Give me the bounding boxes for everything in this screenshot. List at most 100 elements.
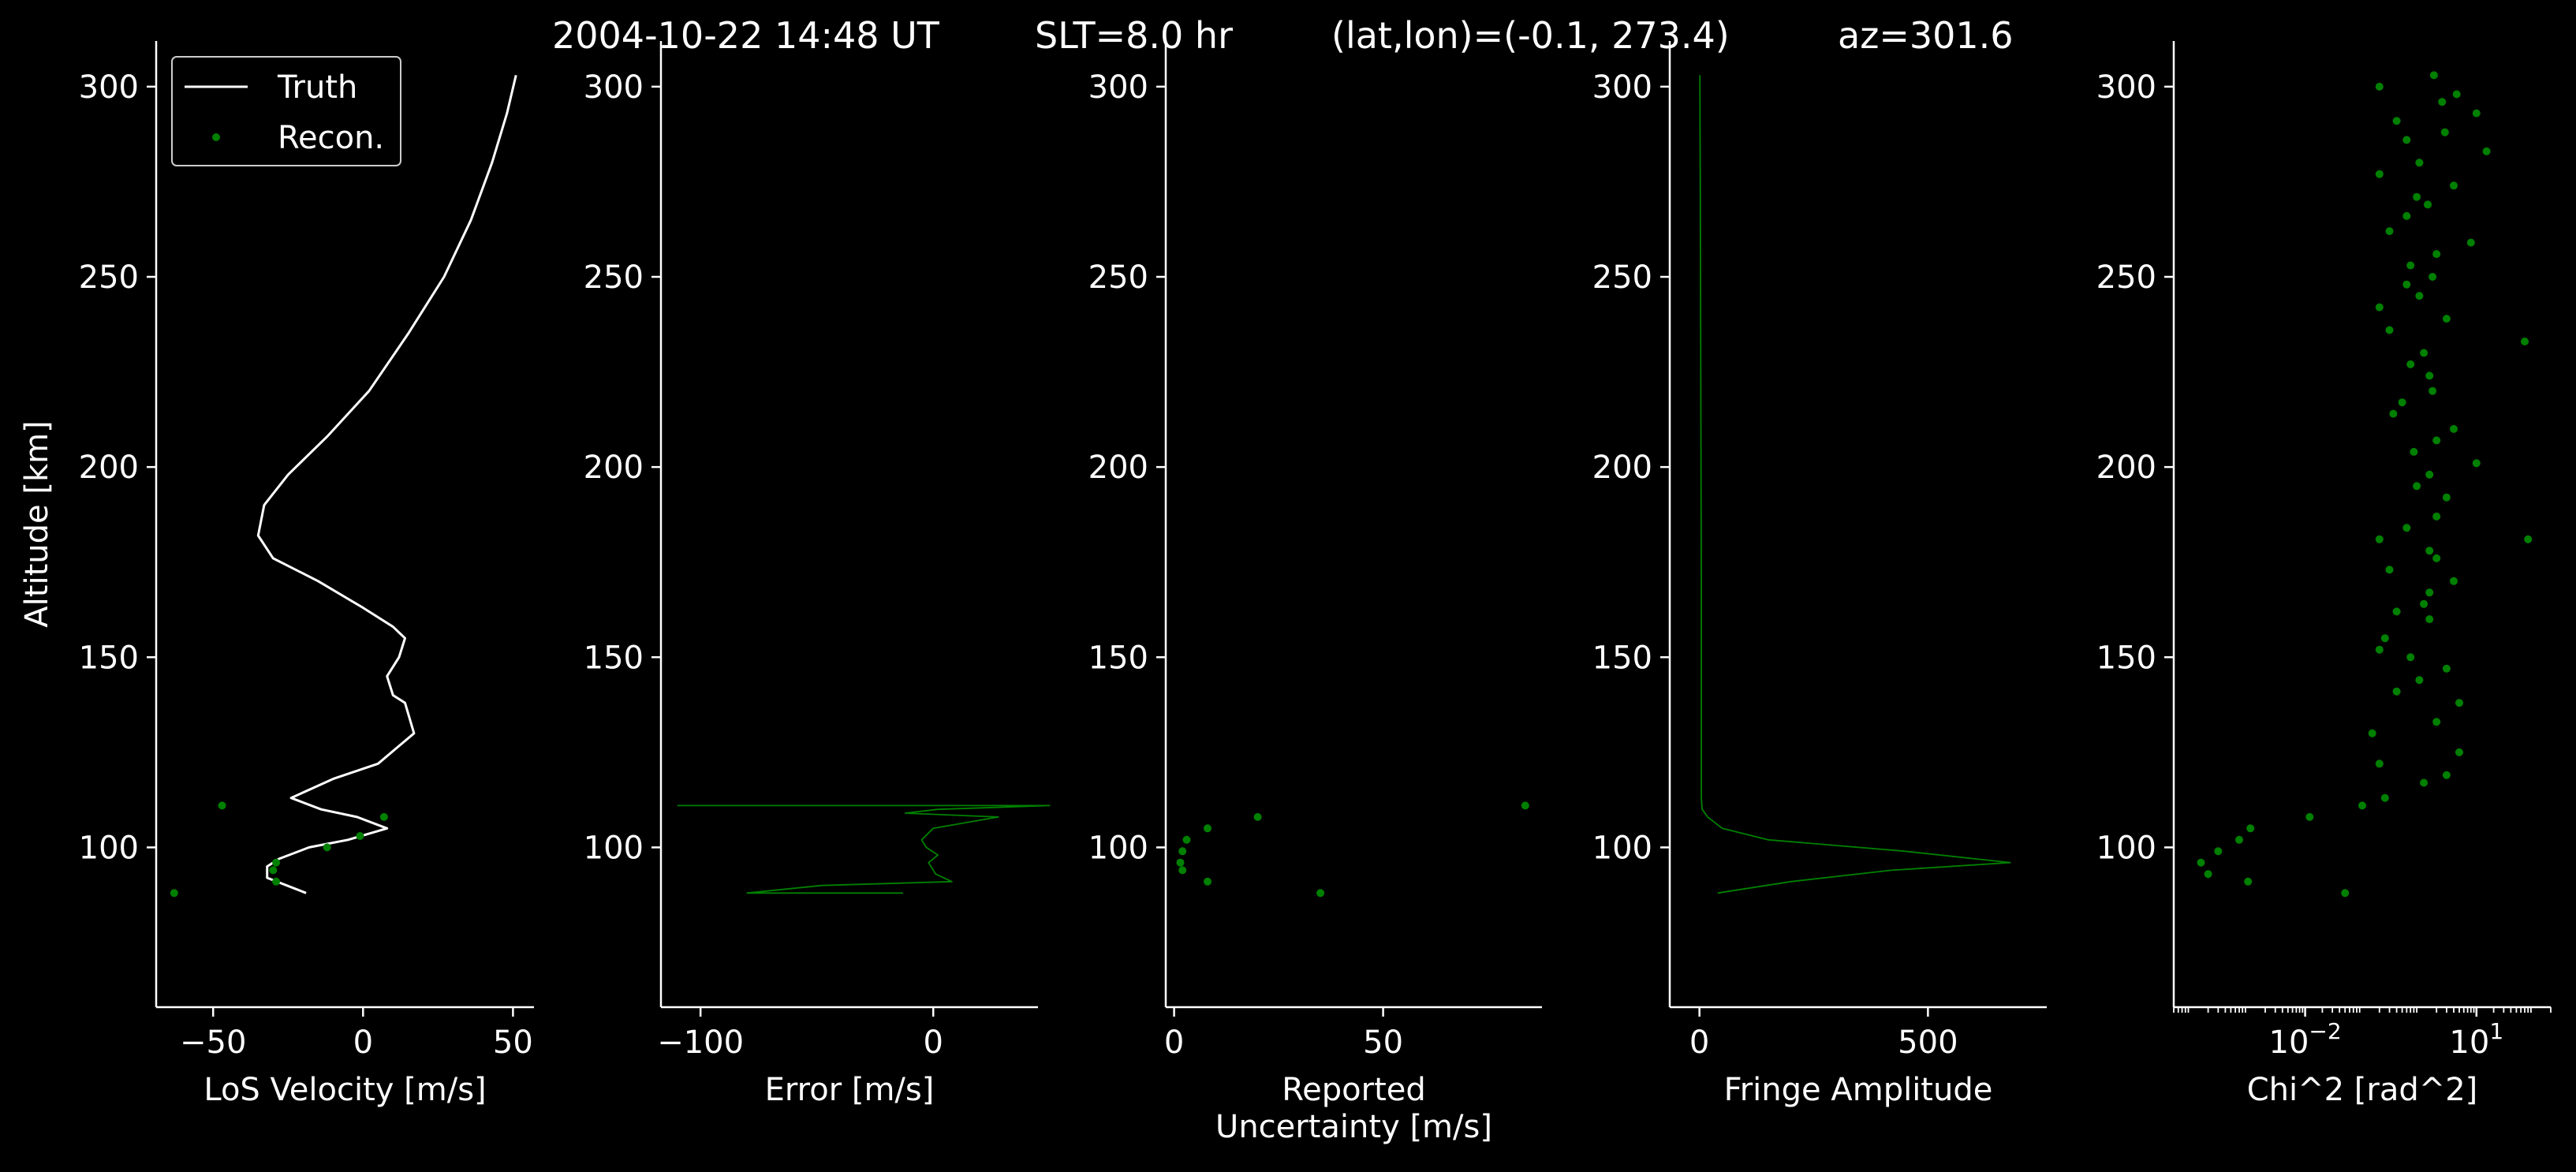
data-point bbox=[272, 858, 281, 867]
data-point bbox=[2472, 109, 2481, 118]
data-point bbox=[2429, 386, 2437, 395]
y-tick-label: 100 bbox=[1592, 830, 1652, 866]
data-point bbox=[2438, 98, 2447, 106]
y-tick-label: 200 bbox=[1592, 450, 1652, 486]
x-axis-label: LoS Velocity [m/s] bbox=[203, 1072, 486, 1108]
y-tick-label: 150 bbox=[1592, 640, 1652, 676]
data-point bbox=[2420, 599, 2429, 608]
data-point bbox=[1204, 877, 1211, 886]
legend-swatch-marker bbox=[212, 133, 220, 141]
data-point bbox=[2389, 409, 2398, 418]
y-tick-label: 150 bbox=[1088, 640, 1148, 676]
data-point bbox=[2425, 371, 2434, 380]
data-point bbox=[1521, 801, 1529, 810]
data-point bbox=[2425, 547, 2434, 555]
data-point bbox=[2455, 748, 2463, 756]
data-point bbox=[2246, 824, 2255, 833]
data-point bbox=[2410, 447, 2418, 456]
y-tick-label: 200 bbox=[2096, 450, 2156, 486]
data-point bbox=[2455, 699, 2463, 707]
y-tick-label: 100 bbox=[1088, 830, 1148, 866]
y-tick-label: 250 bbox=[2096, 259, 2156, 296]
data-point bbox=[2385, 326, 2394, 334]
legend: Truth Recon. bbox=[171, 56, 401, 166]
y-tick-label: 300 bbox=[584, 69, 644, 106]
x-tick-label: −50 bbox=[180, 1025, 246, 1061]
legend-entry-label: Recon. bbox=[278, 120, 384, 156]
y-tick-label: 250 bbox=[1592, 259, 1652, 296]
data-point bbox=[2402, 280, 2411, 289]
data-point bbox=[2375, 170, 2384, 178]
data-point bbox=[170, 889, 178, 898]
title-datetime: 2004-10-22 14:48 UT bbox=[552, 14, 940, 57]
data-point bbox=[2432, 718, 2441, 726]
data-point bbox=[2450, 181, 2458, 190]
y-tick-label: 200 bbox=[79, 450, 139, 486]
data-point bbox=[2482, 147, 2491, 155]
y-tick-label: 100 bbox=[2096, 830, 2156, 866]
data-point bbox=[2244, 877, 2253, 886]
data-point bbox=[1176, 858, 1185, 867]
data-point bbox=[272, 877, 281, 886]
data-point bbox=[2375, 645, 2384, 654]
x-tick-label-exponent: −2 bbox=[2309, 1018, 2341, 1044]
x-tick-label: 0 bbox=[1689, 1025, 1709, 1061]
data-point bbox=[2415, 292, 2424, 300]
data-point bbox=[2440, 128, 2449, 136]
data-point bbox=[2204, 870, 2212, 879]
data-point bbox=[2420, 349, 2429, 357]
y-tick-label: 300 bbox=[2096, 69, 2156, 106]
x-tick-label: 50 bbox=[493, 1025, 533, 1061]
x-tick-label-exponent: 1 bbox=[2489, 1018, 2503, 1044]
y-tick-label: 100 bbox=[584, 830, 644, 866]
data-point bbox=[2197, 858, 2205, 867]
legend-box bbox=[171, 56, 401, 166]
data-point bbox=[1182, 835, 1191, 844]
data-point bbox=[2375, 303, 2384, 312]
data-point bbox=[2380, 793, 2389, 802]
data-point bbox=[2406, 653, 2415, 662]
x-tick-label: 0 bbox=[1164, 1025, 1184, 1061]
data-point bbox=[2450, 424, 2458, 433]
x-axis-label: Chi^2 [rad^2] bbox=[2247, 1072, 2478, 1108]
legend-entry-label: Truth bbox=[277, 69, 357, 106]
data-point bbox=[2375, 535, 2384, 543]
x-tick-label: 101 bbox=[2449, 1018, 2503, 1061]
data-point bbox=[2442, 493, 2451, 502]
y-tick-label: 300 bbox=[1592, 69, 1652, 106]
data-point bbox=[2466, 238, 2475, 247]
y-tick-label: 250 bbox=[1088, 259, 1148, 296]
data-point bbox=[2452, 90, 2461, 99]
data-point bbox=[2402, 524, 2411, 532]
x-axis-label: Fringe Amplitude bbox=[1724, 1072, 1993, 1108]
data-point bbox=[1316, 889, 1325, 898]
y-tick-label: 200 bbox=[584, 450, 644, 486]
data-point bbox=[2432, 250, 2441, 259]
title-latlon: (lat,lon)=(-0.1, 273.4) bbox=[1331, 14, 1730, 57]
series-line bbox=[677, 804, 1051, 894]
x-tick-label: 10−2 bbox=[2269, 1018, 2342, 1061]
data-point bbox=[2442, 771, 2451, 779]
x-axis-label: Error [m/s] bbox=[765, 1072, 935, 1108]
data-point bbox=[2358, 801, 2366, 810]
x-axis-label-line1: Reported bbox=[1282, 1072, 1426, 1108]
x-tick-label-base: 10 bbox=[2449, 1025, 2489, 1061]
data-point bbox=[2406, 261, 2415, 270]
data-point bbox=[2235, 835, 2243, 844]
data-point bbox=[269, 866, 278, 875]
data-point bbox=[2368, 729, 2376, 737]
data-point bbox=[2521, 338, 2529, 345]
data-point bbox=[2415, 676, 2424, 685]
data-point bbox=[2415, 159, 2424, 167]
title-azimuth: az=301.6 bbox=[1838, 14, 2014, 57]
data-point bbox=[2450, 577, 2458, 585]
data-point bbox=[2432, 436, 2441, 445]
panel-fringe-amplitude: 100 150 200 250 300 0 500 Fringe Amplitude bbox=[1592, 41, 2047, 1108]
data-point bbox=[2429, 273, 2437, 281]
data-point bbox=[2341, 889, 2350, 898]
y-tick-label: 250 bbox=[584, 259, 644, 296]
data-point bbox=[2375, 82, 2384, 91]
data-point bbox=[2420, 778, 2429, 787]
